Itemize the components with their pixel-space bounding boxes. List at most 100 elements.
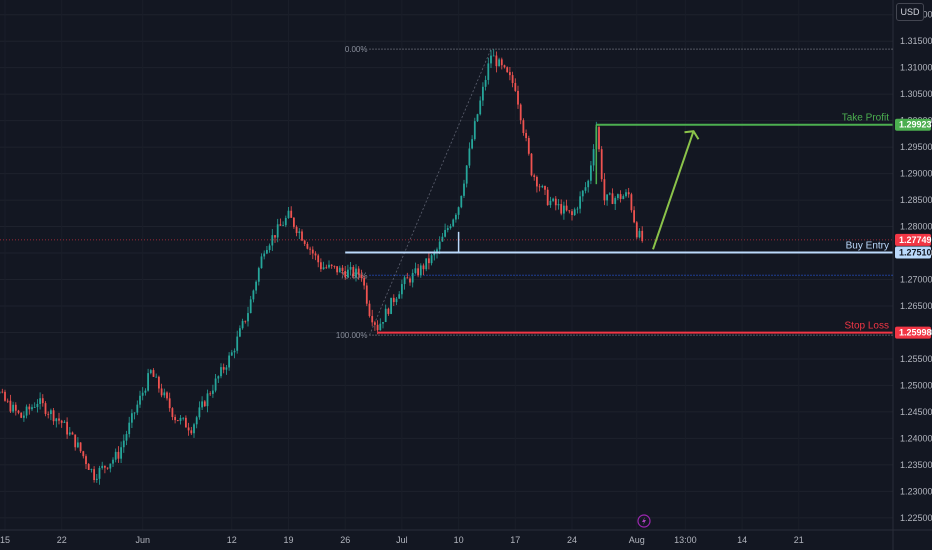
time-tick-label: Jun: [135, 535, 150, 545]
candle-body: [28, 406, 31, 410]
candle-body: [168, 398, 171, 409]
lightning-icon-ring: [637, 514, 651, 528]
candle-body: [568, 210, 571, 212]
candle-body: [338, 267, 341, 273]
candle-body: [274, 235, 276, 238]
candle-body: [514, 83, 517, 91]
candle-body: [263, 253, 266, 257]
candle-body: [622, 196, 625, 199]
candle-body: [498, 59, 500, 67]
time-tick-label: 17: [510, 535, 520, 545]
candle-body: [209, 393, 212, 395]
candle-body: [95, 478, 98, 481]
candle-body: [614, 198, 617, 204]
candle-body: [436, 249, 438, 254]
level-label: Stop Loss: [845, 321, 889, 332]
candle-body: [365, 285, 368, 304]
currency-button[interactable]: USD: [896, 3, 924, 21]
candle-body: [538, 186, 541, 188]
time-tick-label: 22: [57, 535, 67, 545]
candle-body: [55, 418, 58, 422]
candle-body: [619, 194, 622, 199]
candle-body: [328, 264, 330, 268]
candle-body: [430, 255, 433, 264]
candle-body: [495, 55, 498, 67]
candle-body: [139, 395, 141, 405]
lightning-icon[interactable]: [637, 514, 651, 528]
candle-body: [382, 322, 384, 324]
time-axis[interactable]: 15 22 Jun 12 19 26 Jul 10 17 24 Aug 13:00 14 21: [0, 529, 932, 545]
candle-body: [41, 398, 44, 404]
time-tick-label: 19: [283, 535, 293, 545]
candle-body: [287, 210, 290, 218]
candle-body: [212, 390, 214, 394]
candle-body: [309, 248, 311, 250]
candle-body: [193, 424, 195, 434]
candle-body: [387, 308, 390, 314]
time-tick-label: Jul: [396, 535, 408, 545]
candle-body: [93, 469, 95, 481]
candle-body: [438, 241, 441, 250]
candle-body: [276, 224, 279, 238]
candle-body: [239, 328, 241, 337]
price-tag-label: 1.25998: [899, 328, 932, 338]
candle-body: [198, 407, 201, 418]
candle-body: [565, 205, 568, 211]
candle-body: [141, 392, 144, 396]
time-tick-label: 14: [737, 535, 747, 545]
candle-body: [460, 195, 463, 208]
fib-level-label: 0.00%: [345, 45, 368, 54]
candle-body: [490, 55, 492, 64]
level-label: Buy Entry: [846, 240, 889, 251]
candle-body: [136, 404, 139, 413]
candle-body: [371, 316, 374, 323]
time-tick-label: 13:00: [674, 535, 697, 545]
candle-body: [174, 417, 176, 421]
candle-body: [71, 432, 74, 435]
candle-body: [179, 417, 182, 421]
candle-body: [492, 55, 495, 57]
candle-body: [293, 217, 295, 227]
candle-body: [152, 370, 155, 377]
candle-body: [419, 265, 422, 276]
candle-body: [131, 413, 133, 423]
candle-body: [476, 114, 479, 122]
candle-body: [325, 267, 328, 269]
arrow-shaft: [652, 130, 695, 250]
candle-body: [390, 297, 392, 314]
price-tag-label: 1.27510: [899, 247, 932, 257]
price-tick-label: 1.27000: [900, 275, 932, 285]
candle-body: [590, 165, 592, 181]
candle-body: [522, 120, 525, 134]
candle-body: [236, 336, 239, 351]
candle-body: [322, 267, 325, 270]
candle-body: [122, 440, 125, 448]
candle-body: [517, 90, 519, 105]
candle-body: [255, 281, 257, 291]
price-tick-label: 1.28000: [900, 222, 932, 232]
candle-body: [587, 180, 590, 188]
candle-body: [298, 231, 301, 234]
candle-body: [355, 268, 357, 277]
price-tick-label: 1.22500: [900, 513, 932, 523]
candle-body: [220, 367, 222, 377]
candle-body: [50, 410, 52, 415]
candle-body: [425, 258, 428, 270]
candle-body: [6, 400, 9, 402]
candle-body: [395, 298, 398, 303]
candle-body: [68, 432, 71, 435]
candle-body: [201, 401, 203, 408]
candle-body: [163, 392, 166, 396]
price-tag: [895, 246, 931, 259]
price-tag: [895, 118, 931, 131]
candle-body: [230, 352, 233, 356]
candle-body: [271, 235, 274, 246]
candle-body: [608, 193, 611, 195]
candle-body: [506, 67, 509, 73]
candle-body: [60, 420, 63, 423]
candle-body: [284, 217, 287, 226]
time-tick-label: 12: [227, 535, 237, 545]
candle-body: [530, 153, 533, 176]
candle-body: [79, 442, 82, 452]
